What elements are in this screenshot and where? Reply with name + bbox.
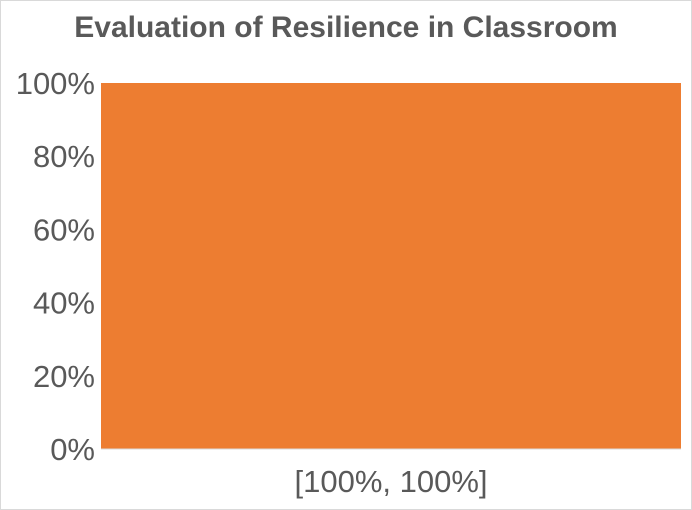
chart-title: Evaluation of Resilience in Classroom: [74, 11, 618, 44]
y-tick-label: 60%: [33, 212, 95, 247]
y-tick-label: 0%: [50, 432, 95, 467]
y-tick-label: 20%: [33, 359, 95, 394]
bar: [101, 83, 681, 449]
x-category-label: [100%, 100%]: [294, 464, 487, 499]
y-tick-label: 80%: [33, 139, 95, 174]
y-tick-label: 100%: [16, 66, 95, 101]
y-tick-label: 40%: [33, 286, 95, 321]
